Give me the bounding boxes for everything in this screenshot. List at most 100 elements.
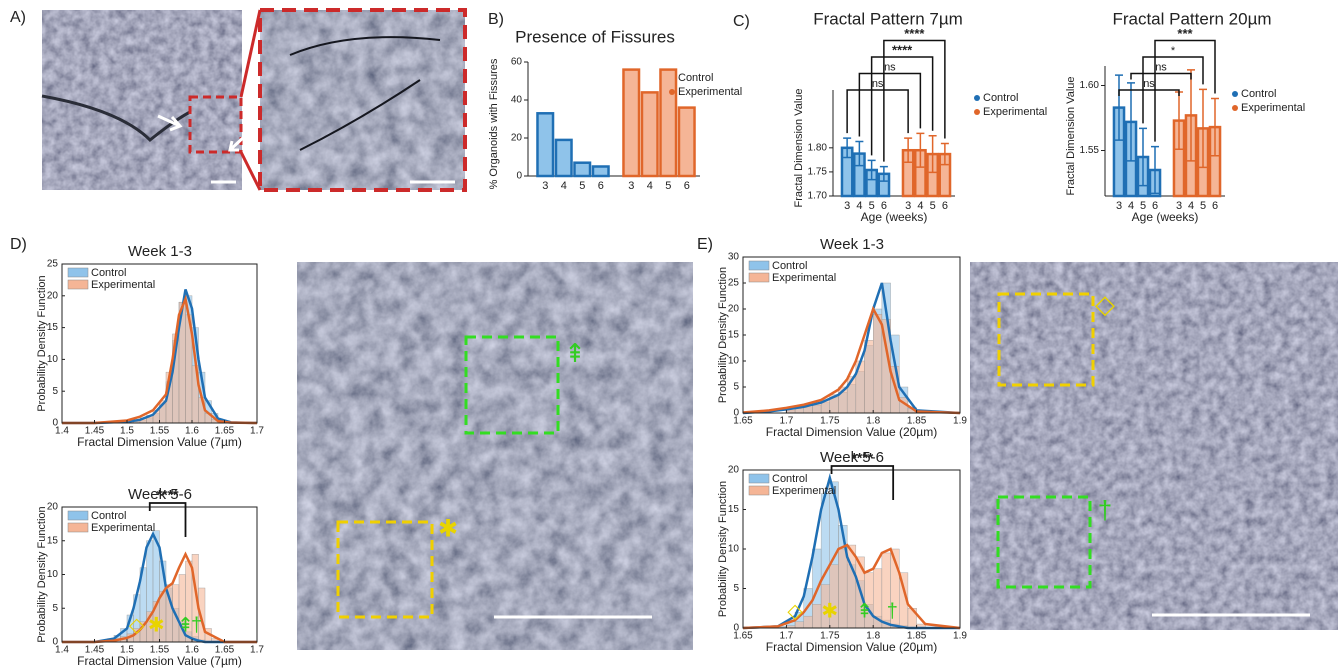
error-bar bbox=[1127, 82, 1135, 162]
chart-title: Week 5-6 bbox=[128, 486, 192, 503]
bar bbox=[659, 68, 678, 178]
density-curve bbox=[62, 289, 258, 425]
legend-label: Experimental bbox=[983, 106, 1047, 118]
legend-label: Control bbox=[772, 260, 807, 272]
legend-marker bbox=[669, 89, 675, 95]
legend-label: Experimental bbox=[772, 485, 836, 497]
bar bbox=[622, 68, 641, 178]
significance-bracket bbox=[870, 56, 934, 156]
x-tick-label: 3 bbox=[844, 200, 850, 212]
x-tick-label: 1.8 bbox=[866, 416, 880, 427]
histogram-bar bbox=[803, 615, 813, 629]
legend-swatch bbox=[67, 267, 89, 278]
legend-label: Control bbox=[1241, 88, 1276, 100]
y-tick-label: 25 bbox=[47, 259, 59, 270]
error-bar bbox=[1187, 69, 1195, 162]
x-tick-label: 5 bbox=[869, 200, 875, 212]
x-tick-label: 5 bbox=[579, 180, 585, 192]
bar bbox=[677, 106, 696, 178]
x-axis-label: Fractal Dimension Value (7µm) bbox=[77, 654, 242, 668]
panel-label: C) bbox=[733, 13, 750, 30]
region-marker: ✱ bbox=[148, 614, 165, 636]
histogram-bar bbox=[812, 604, 822, 629]
legend-marker bbox=[974, 109, 980, 115]
density-curve bbox=[742, 282, 961, 415]
error-bar bbox=[855, 140, 864, 167]
legend-marker bbox=[1232, 91, 1238, 97]
y-tick-label: 10 bbox=[47, 569, 59, 580]
x-tick-label: 3 bbox=[1176, 200, 1182, 212]
region-marker: ◇ bbox=[787, 600, 803, 622]
significance-bracket bbox=[1154, 39, 1216, 142]
panel-label: E) bbox=[697, 236, 713, 253]
x-tick-label: 1.8 bbox=[866, 631, 880, 642]
significance-label: **** bbox=[851, 450, 873, 466]
x-tick-label: 1.75 bbox=[820, 631, 840, 642]
panel-label: D) bbox=[10, 236, 27, 253]
x-tick-label: 3 bbox=[542, 180, 548, 192]
x-tick-label: 1.4 bbox=[55, 645, 69, 656]
x-tick-label: 3 bbox=[628, 180, 634, 192]
x-tick-label: 6 bbox=[881, 200, 887, 212]
y-tick-label: 1.55 bbox=[1080, 145, 1100, 156]
bar bbox=[536, 112, 555, 178]
legend-label: Experimental bbox=[91, 279, 155, 291]
y-tick-label: 5 bbox=[733, 583, 739, 594]
histogram-bar bbox=[873, 314, 883, 414]
region-marker: † bbox=[191, 614, 202, 636]
region-marker: ⇞ bbox=[856, 600, 873, 622]
y-tick-label: 15 bbox=[47, 535, 59, 546]
x-tick-label: 6 bbox=[684, 180, 690, 192]
y-axis-label: Probability Density Function bbox=[36, 275, 48, 411]
zoom-line bbox=[239, 151, 262, 191]
region-marker: ◇ bbox=[129, 614, 145, 636]
x-tick-label: 1.65 bbox=[215, 426, 235, 437]
x-tick-label: 1.45 bbox=[85, 426, 105, 437]
chart-title: Fractal Pattern 7µm bbox=[813, 9, 963, 28]
y-tick-label: 30 bbox=[728, 252, 740, 263]
error-bar bbox=[904, 137, 913, 164]
density-curve bbox=[742, 473, 960, 630]
x-tick-label: 1.65 bbox=[215, 645, 235, 656]
micrograph-zoom bbox=[260, 10, 465, 190]
region-marker: ✱ bbox=[821, 600, 838, 622]
significance-bracket bbox=[846, 89, 909, 134]
y-tick-label: 0 bbox=[516, 171, 522, 182]
y-axis-label: Probability Density Function bbox=[717, 481, 729, 617]
x-tick-label: 1.9 bbox=[953, 416, 967, 427]
significance-bracket bbox=[148, 502, 187, 537]
x-tick-label: 6 bbox=[1152, 200, 1158, 212]
significance-bracket bbox=[1130, 72, 1192, 80]
roi-symbol: ◇ bbox=[1095, 289, 1115, 319]
y-axis-label: Probability Density Function bbox=[717, 267, 729, 403]
error-bar bbox=[867, 159, 876, 181]
x-tick-label: 4 bbox=[647, 180, 653, 192]
significance-label: *** bbox=[1177, 26, 1193, 41]
error-bar bbox=[1199, 88, 1207, 169]
bar bbox=[554, 138, 573, 178]
y-tick-label: 20 bbox=[511, 133, 523, 144]
y-tick-label: 20 bbox=[47, 502, 59, 513]
panel-label: B) bbox=[488, 11, 504, 28]
legend-label: Control bbox=[772, 473, 807, 485]
chart-title: Week 1-3 bbox=[820, 236, 884, 253]
significance-bracket bbox=[1118, 89, 1180, 96]
error-bar bbox=[940, 142, 949, 166]
x-tick-label: 5 bbox=[1200, 200, 1206, 212]
legend-swatch bbox=[67, 522, 89, 533]
roi-box bbox=[997, 292, 1095, 387]
x-tick-label: 1.6 bbox=[185, 426, 199, 437]
x-tick-label: 1.9 bbox=[953, 631, 967, 642]
chart-title: Fractal Pattern 20µm bbox=[1112, 9, 1271, 28]
chart-title: Week 1-3 bbox=[128, 243, 192, 260]
x-tick-label: 1.85 bbox=[907, 631, 927, 642]
legend-swatch bbox=[748, 473, 770, 484]
bar bbox=[640, 91, 659, 178]
x-tick-label: 1.4 bbox=[55, 426, 69, 437]
y-tick-label: 40 bbox=[511, 95, 523, 106]
y-axis-label: % Organoids with Fissures bbox=[488, 58, 500, 189]
error-bar bbox=[1211, 97, 1219, 157]
x-tick-label: 6 bbox=[1212, 200, 1218, 212]
significance-label: ns bbox=[884, 61, 896, 73]
